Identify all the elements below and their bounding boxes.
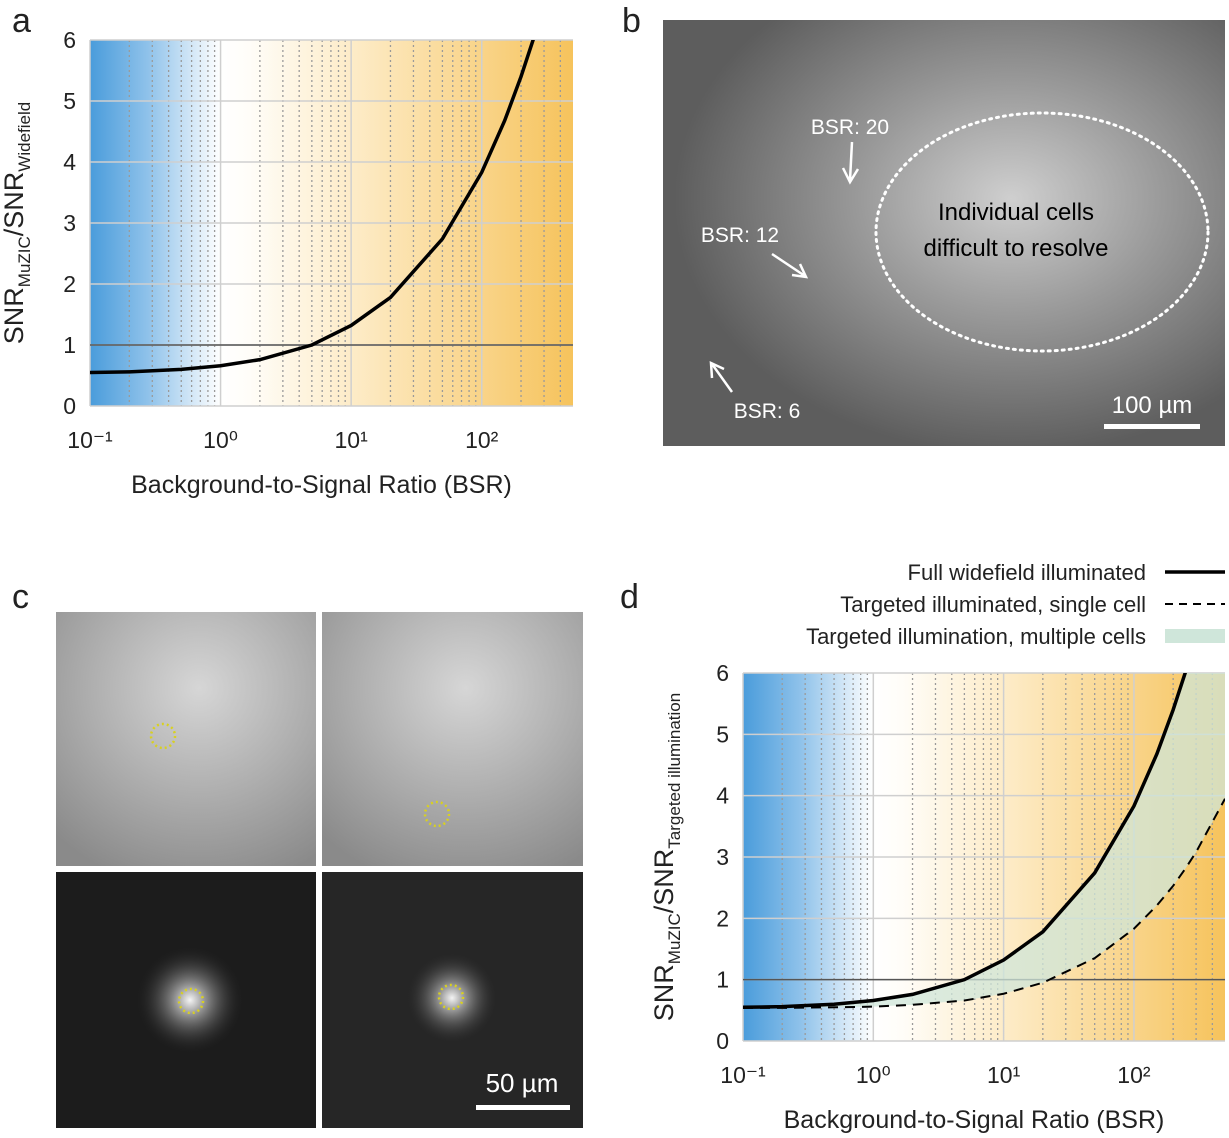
y-axis-label-part: SNR: [649, 964, 679, 1021]
micrograph: [56, 612, 316, 866]
x-axis-label: Background-to-Signal Ratio (BSR): [784, 1106, 1165, 1133]
cell-glow: [404, 950, 500, 1046]
panel-label: a: [12, 2, 31, 40]
panel-b: b Individual cells difficult to resolve …: [622, 2, 1225, 446]
legend-label: Full widefield illuminated: [908, 560, 1146, 585]
x-tick-label: 10²: [465, 427, 499, 453]
x-tick-label: 10¹: [335, 427, 369, 453]
panel-label: b: [622, 2, 641, 40]
x-tick-label: 10⁰: [203, 427, 238, 453]
annotation: BSR: 6: [734, 400, 801, 423]
micrograph: [322, 612, 583, 866]
y-axis-label-part: Targeted illumination: [665, 693, 684, 849]
cell-glow: [135, 945, 245, 1055]
x-tick-label: 10⁻¹: [720, 1062, 766, 1088]
y-axis-label-part: SNR: [0, 287, 29, 344]
y-tick-label: 0: [716, 1028, 729, 1054]
annotation: BSR: 12: [701, 224, 779, 247]
y-tick-label: 4: [716, 783, 729, 809]
y-tick-label: 3: [63, 210, 76, 236]
annotation: BSR: 20: [811, 116, 889, 139]
chart: d 10⁻¹ 10⁰ 10¹ 10² 0 1 2 3 4 5 6 Background-to-Signa…: [620, 520, 1225, 1133]
y-tick-label: 1: [63, 332, 76, 358]
panel-label: d: [620, 578, 639, 616]
y-axis-label-part: MuZIC: [15, 236, 34, 287]
scale-bar: [1104, 424, 1200, 429]
y-tick-label: 6: [716, 660, 729, 686]
panel-label: c: [12, 578, 29, 616]
y-tick-label: 1: [716, 967, 729, 993]
x-tick-label: 10¹: [987, 1062, 1021, 1088]
y-axis-label-part: Widefield: [15, 102, 34, 172]
x-axis-label: Background-to-Signal Ratio (BSR): [131, 471, 512, 499]
y-tick-label: 6: [63, 27, 76, 53]
y-tick-label: 3: [716, 844, 729, 870]
y-tick-label: 0: [63, 393, 76, 419]
y-axis-label: SNRMuZIC/SNRTargeted illumination: [649, 693, 684, 1021]
y-tick-label: 4: [63, 149, 76, 175]
scale-bar-label: 100 µm: [1112, 392, 1193, 419]
y-axis-label-part: /SNR: [0, 172, 29, 237]
x-tick-label: 10⁰: [856, 1062, 891, 1088]
y-axis-label: SNRMuZIC/SNRWidefield: [0, 102, 34, 344]
legend-swatch: [1165, 629, 1225, 643]
y-tick-label: 5: [716, 721, 729, 747]
scale-bar: [476, 1105, 570, 1110]
y-axis-label-part: MuZIC: [665, 913, 684, 964]
chart: a 10⁻¹ 10⁰ 10¹ 10² 0 1 2 3 4 5 6 Background-to-Signa…: [0, 0, 573, 499]
y-tick-label: 5: [63, 88, 76, 114]
panel-c: c 50 µm: [12, 578, 583, 1128]
figure: b Individual cells difficult to resolve …: [0, 0, 1229, 1133]
y-axis-label-part: /SNR: [649, 849, 679, 914]
scale-bar-label: 50 µm: [486, 1068, 559, 1098]
legend-label: Targeted illumination, multiple cells: [806, 624, 1146, 649]
region-label: Individual cells: [938, 199, 1094, 226]
y-tick-label: 2: [716, 905, 729, 931]
legend-label: Targeted illuminated, single cell: [840, 592, 1146, 617]
y-tick-label: 2: [63, 271, 76, 297]
x-tick-label: 10⁻¹: [67, 427, 113, 453]
x-tick-label: 10²: [1117, 1062, 1151, 1088]
region-label: difficult to resolve: [924, 235, 1109, 262]
